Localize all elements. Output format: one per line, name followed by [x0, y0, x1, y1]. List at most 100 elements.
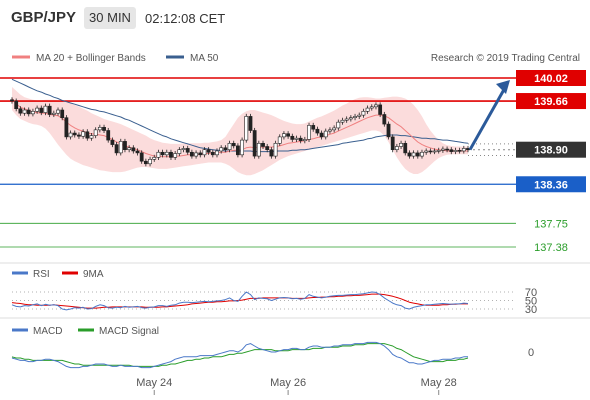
candle: [26, 107, 31, 117]
candle: [56, 107, 60, 116]
candle: [428, 148, 433, 155]
macd-panel: 0: [11, 341, 534, 369]
level-badge-support: [516, 176, 586, 193]
candle: [353, 113, 357, 121]
candle: [223, 145, 228, 153]
macd-signal-legend-label: MACD Signal: [99, 326, 159, 337]
candle: [403, 140, 408, 156]
candle: [22, 107, 27, 116]
candle: [181, 145, 186, 153]
timeframe-badge[interactable]: 30 MIN: [84, 7, 136, 29]
candle: [282, 131, 286, 140]
candle: [273, 140, 278, 159]
candle: [445, 146, 449, 153]
candle: [51, 110, 56, 118]
candle: [185, 145, 190, 155]
ma20-legend-label: MA 20 + Bollinger Bands: [36, 53, 146, 64]
level-badge-resistance: [516, 93, 586, 110]
candle: [152, 154, 157, 162]
candle: [382, 111, 387, 127]
candle: [436, 147, 441, 154]
candle: [386, 121, 391, 140]
x-tick-label: May 26: [270, 377, 306, 389]
candle: [340, 117, 345, 125]
time-label: 02:12:08 CET: [145, 11, 226, 26]
candle: [93, 127, 98, 139]
candle: [169, 149, 173, 160]
candle: [323, 128, 328, 140]
candle: [164, 149, 169, 158]
level-label: 137.75: [534, 218, 568, 230]
candle: [43, 103, 48, 116]
candle: [302, 136, 307, 144]
candle: [14, 98, 19, 112]
candle: [231, 140, 236, 149]
candle: [407, 150, 412, 159]
candle: [348, 115, 353, 122]
candle: [194, 150, 198, 159]
candle: [415, 150, 420, 159]
candle: [311, 122, 316, 132]
level-label: 137.38: [534, 242, 568, 254]
candle: [143, 158, 148, 167]
candle: [357, 112, 362, 119]
candle: [420, 149, 424, 159]
candle: [35, 105, 40, 114]
candle: [31, 108, 35, 117]
candle: [240, 137, 244, 158]
candle: [39, 105, 44, 116]
candle: [432, 148, 437, 155]
candle: [123, 138, 127, 153]
candle: [81, 129, 86, 139]
candle: [219, 145, 224, 154]
level-badge-resistance: [516, 70, 586, 86]
candle: [378, 102, 383, 118]
candle: [344, 116, 349, 123]
candle: [294, 135, 299, 143]
candle: [336, 119, 341, 131]
level-label: 139.66: [534, 96, 568, 108]
rsi-legend: RSI 9MA: [12, 269, 104, 280]
copyright-label: Research © 2019 Trading Central: [431, 53, 580, 64]
candle: [68, 130, 73, 140]
candle: [139, 150, 144, 164]
ma50-legend-label: MA 50: [190, 53, 219, 64]
candle: [131, 145, 136, 154]
candle: [328, 127, 332, 134]
candle: [198, 150, 203, 158]
candle: [277, 134, 282, 146]
candle: [72, 130, 77, 138]
candle: [156, 149, 161, 160]
candle: [110, 137, 115, 148]
candle: [227, 140, 232, 153]
level-badge-current: [516, 141, 586, 158]
candle: [265, 143, 270, 153]
candle: [365, 105, 370, 114]
candle: [424, 148, 429, 155]
candle: [18, 106, 23, 116]
rsi-ma-line: [11, 293, 468, 309]
candle: [202, 147, 207, 158]
rsi-tick-label: 70: [525, 287, 537, 299]
candle: [85, 129, 90, 141]
chart-header: GBP/JPY 30 MIN 02:12:08 CET: [0, 0, 590, 36]
candle: [215, 148, 219, 158]
macd-tick-label: 0: [528, 347, 534, 359]
candle: [361, 108, 366, 118]
candle: [461, 145, 466, 154]
candle: [394, 143, 399, 153]
bollinger-band: [12, 87, 468, 176]
candle: [236, 143, 240, 158]
level-label: 140.02: [534, 73, 568, 85]
rsi-tick-label: 50: [525, 296, 537, 308]
candle: [269, 147, 274, 159]
candle: [449, 147, 454, 155]
x-tick-label: May 28: [421, 377, 457, 389]
candle: [114, 142, 119, 156]
candle: [411, 150, 416, 159]
candle: [206, 147, 211, 155]
candle: [440, 146, 445, 153]
candle: [453, 147, 458, 155]
candle: [261, 140, 265, 150]
